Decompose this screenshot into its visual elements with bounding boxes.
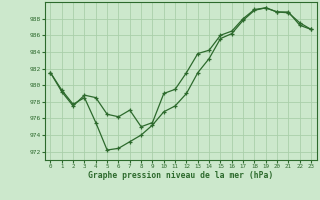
X-axis label: Graphe pression niveau de la mer (hPa): Graphe pression niveau de la mer (hPa) [88,171,273,180]
